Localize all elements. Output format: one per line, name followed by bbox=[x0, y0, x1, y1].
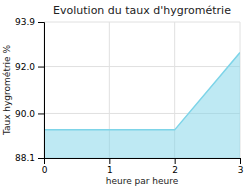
tick: 93.9 bbox=[15, 17, 44, 27]
tick-label: 90.0 bbox=[15, 109, 35, 119]
y-axis: 88.1 90.0 92.0 93.9 bbox=[15, 17, 45, 163]
tick-label: 88.1 bbox=[15, 153, 35, 163]
grid bbox=[44, 22, 240, 158]
tick-label: 93.9 bbox=[15, 17, 35, 27]
marks bbox=[44, 52, 240, 158]
line bbox=[44, 52, 240, 129]
x-axis-title: heure par heure bbox=[106, 176, 179, 186]
plot: 0 1 2 3 88.1 90.0 92.0 93.9 bbox=[15, 17, 243, 175]
tick-mark bbox=[38, 22, 44, 23]
axis-line bbox=[38, 23, 45, 159]
x-axis: 0 1 2 3 bbox=[42, 158, 244, 175]
tick: 90.0 bbox=[15, 109, 44, 119]
tick-mark bbox=[109, 158, 110, 164]
tick: 2 bbox=[172, 158, 178, 175]
tick-mark bbox=[240, 158, 241, 164]
grid-line bbox=[44, 22, 240, 23]
tick-label: 3 bbox=[238, 165, 244, 175]
tick: 92.0 bbox=[15, 62, 44, 72]
axis-line bbox=[45, 159, 241, 165]
tick-mark bbox=[175, 158, 176, 164]
chart: 0 1 2 3 88.1 90.0 92.0 93.9 Evolution du taux d'… bbox=[0, 0, 250, 188]
area bbox=[44, 52, 240, 158]
tick: 88.1 bbox=[15, 153, 44, 163]
tick: 0 bbox=[42, 158, 48, 175]
tick-label: 0 bbox=[42, 165, 48, 175]
title: Evolution du taux d'hygrométrie bbox=[53, 4, 231, 17]
tick-mark bbox=[38, 67, 44, 68]
tick-mark bbox=[38, 158, 44, 159]
y-axis-title: Taux hygrométrie % bbox=[2, 44, 12, 136]
tick: 3 bbox=[238, 158, 244, 175]
tick-label: 2 bbox=[172, 165, 178, 175]
tick: 1 bbox=[107, 158, 113, 175]
tick-label: 92.0 bbox=[15, 62, 35, 72]
grid-line bbox=[44, 66, 240, 67]
tick-label: 1 bbox=[107, 165, 113, 175]
tick-mark bbox=[38, 113, 44, 114]
